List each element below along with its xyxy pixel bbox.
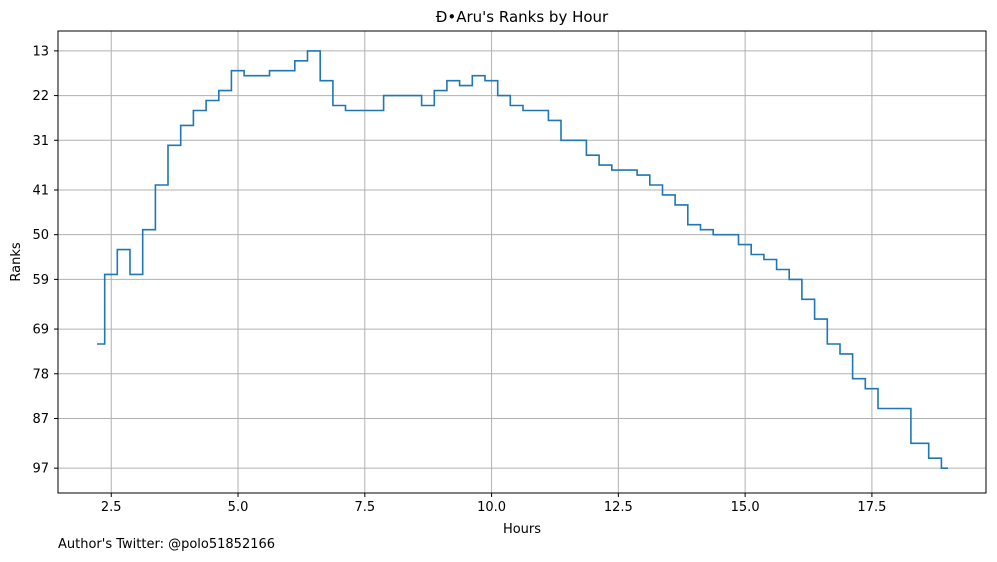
y-tick-label: 69 <box>32 323 49 338</box>
y-tick-label: 59 <box>32 273 49 288</box>
x-tick-label: 17.5 <box>857 500 886 515</box>
x-axis-label: Hours <box>503 522 541 537</box>
y-tick-label: 97 <box>32 462 49 477</box>
x-tick-label: 2.5 <box>101 500 122 515</box>
x-tick-label: 10.0 <box>477 500 506 515</box>
author-footnote: Author's Twitter: @polo51852166 <box>58 537 276 552</box>
axes-frame <box>57 30 987 494</box>
y-tick-label: 22 <box>32 89 49 104</box>
plot-area <box>97 50 948 469</box>
y-tick-label: 78 <box>32 367 49 382</box>
x-tick-label: 7.5 <box>354 500 375 515</box>
y-tick-label: 87 <box>32 412 49 427</box>
y-axis-label: Ranks <box>9 242 24 281</box>
y-tick-label: 50 <box>32 228 49 243</box>
ticks: 2.5 5.0 7.5 10.0 12.5 15.0 17.5 13 22 31 41 50 59 69 7… <box>32 44 886 515</box>
y-tick-label: 13 <box>32 44 49 59</box>
chart-title: Đ•Aru's Ranks by Hour <box>436 8 609 26</box>
x-tick-label: 12.5 <box>604 500 633 515</box>
y-tick-label: 31 <box>32 134 49 149</box>
x-tick-label: 5.0 <box>228 500 249 515</box>
x-tick-label: 15.0 <box>731 500 760 515</box>
grid <box>58 31 986 493</box>
rank-step-line <box>97 50 948 469</box>
y-tick-label: 41 <box>32 183 49 198</box>
